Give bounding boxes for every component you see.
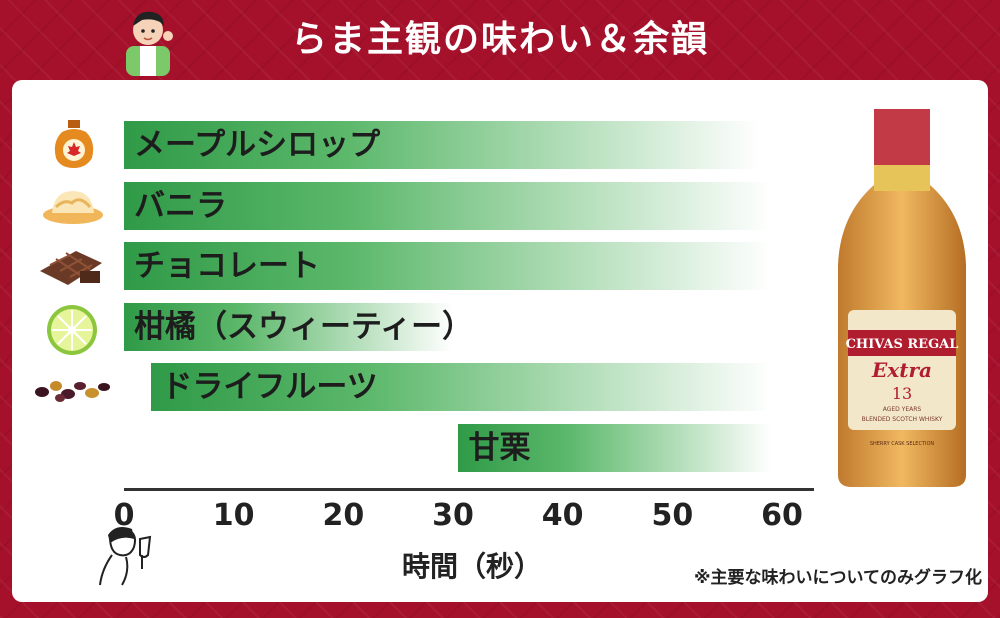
bottle-type: BLENDED SCOTCH WHISKY bbox=[862, 416, 943, 423]
x-tick-label: 30 bbox=[432, 498, 474, 533]
bar-6 bbox=[458, 423, 772, 472]
chart-note: ※主要な味わいについてのみグラフ化 bbox=[693, 568, 982, 588]
bar-3 bbox=[124, 242, 772, 290]
bar-label-6: 甘栗 bbox=[468, 429, 531, 466]
bar-4 bbox=[124, 302, 453, 351]
x-axis-line bbox=[124, 488, 814, 491]
bottle-edition: Extra bbox=[871, 358, 932, 382]
bottle-brand: CHIVAS REGAL bbox=[846, 337, 959, 352]
whisky-bottle-image: CHIVAS REGAL Extra 13 AGED YEARS BLENDED… bbox=[838, 109, 966, 487]
x-tick-label: 60 bbox=[761, 498, 803, 533]
x-tick-label: 20 bbox=[322, 498, 365, 533]
bottle-age: 13 bbox=[892, 384, 912, 403]
drinking-sketch-icon bbox=[99, 527, 152, 586]
vanilla-ice-cream-icon bbox=[43, 191, 103, 224]
bottle-years: AGED YEARS bbox=[883, 406, 922, 413]
bar-label-4: 柑橘（スウィーティー） bbox=[134, 308, 474, 345]
x-axis-label: 時間（秒） bbox=[401, 550, 542, 583]
chocolate-icon bbox=[40, 251, 102, 285]
lime-slice-icon bbox=[47, 305, 97, 355]
raisins-icon bbox=[35, 381, 110, 402]
bar-1 bbox=[124, 121, 761, 169]
bar-5 bbox=[151, 363, 772, 411]
x-tick-label: 0 bbox=[113, 498, 135, 533]
bar-label-3: チョコレート bbox=[134, 248, 320, 284]
author-avatar bbox=[126, 11, 173, 76]
bar-label-2: バニラ bbox=[134, 187, 227, 224]
bar-2 bbox=[124, 181, 772, 230]
bar-label-5: ドライフルーツ bbox=[161, 369, 378, 405]
bottle-cask: SHERRY CASK SELECTION bbox=[870, 441, 935, 447]
x-tick-label: 50 bbox=[651, 498, 694, 533]
x-tick-label: 10 bbox=[212, 498, 255, 533]
x-tick-label: 40 bbox=[541, 498, 584, 533]
bar-label-1: メープルシロップ bbox=[134, 127, 381, 163]
page-title: らま主観の味わい＆余韻 bbox=[290, 19, 709, 60]
maple-syrup-icon bbox=[54, 120, 94, 168]
chart-panel: メープルシロップ バニラチョコレート柑橘（スウィーティー） ドライフルーツ甘栗 0 1… bbox=[12, 80, 988, 602]
